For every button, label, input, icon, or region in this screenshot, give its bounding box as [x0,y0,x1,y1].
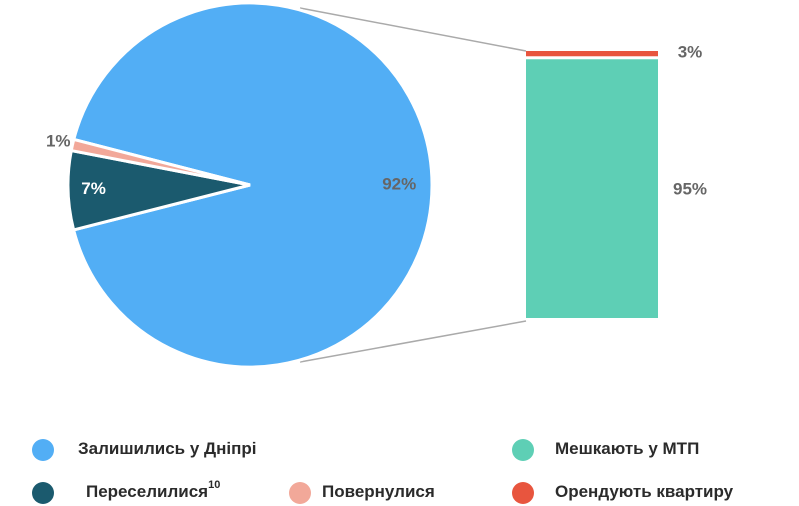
value-label: 7% [81,179,106,198]
pie-slice [69,137,251,187]
legend-text: Повернулися [322,482,435,501]
legend-marker [512,482,534,504]
legend-text: Мешкають у МТП [555,439,699,458]
legend-marker [289,482,311,504]
pie-slice [71,1,434,369]
value-label: 1% [46,131,71,150]
legend-label: Переселилися10 [86,479,220,502]
value-label: 3% [678,43,703,62]
legend-label: Орендують квартиру [555,482,734,501]
legend-marker [512,439,534,461]
legend-footnote: 10 [208,479,220,491]
bar-segment [526,51,658,57]
value-label: 92% [382,175,416,194]
connector [299,7,527,52]
legend-marker [32,482,54,504]
legend-marker [32,439,54,461]
legend-text: Переселилися [86,482,208,501]
legend-text: Залишились у Дніпрі [78,439,257,458]
legend-label: Повернулися [322,482,435,501]
legend-label: Залишились у Дніпрі [78,439,257,458]
bar-segment [526,59,658,318]
legend-label: Мешкають у МТП [555,439,699,458]
legend-text: Орендують квартиру [555,482,734,501]
connector [299,320,527,363]
value-label: 95% [673,180,707,199]
